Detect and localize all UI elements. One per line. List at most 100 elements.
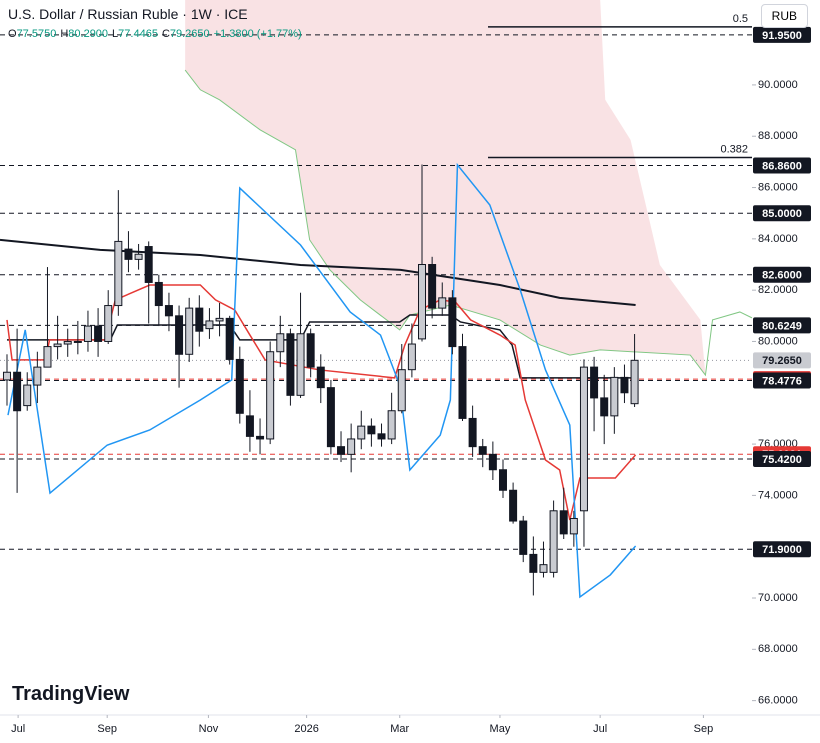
candle-body: [245, 415, 254, 437]
level-label-box: [753, 26, 811, 43]
candle-body: [83, 325, 92, 342]
candle-body: [458, 346, 467, 419]
candle-body: [418, 264, 427, 340]
level-label-box: [753, 450, 811, 467]
candle-body: [164, 305, 173, 317]
candle-body: [104, 305, 113, 342]
level-label-box: [753, 541, 811, 558]
candle-body: [600, 397, 609, 417]
candle-body: [397, 369, 406, 412]
level-label: 82.6000: [762, 270, 802, 282]
cloud: [185, 0, 706, 376]
x-tick-label: Mar: [390, 723, 409, 735]
candle-body: [367, 425, 376, 435]
x-tick-label: Sep: [694, 723, 714, 735]
symbol-title[interactable]: U.S. Dollar / Russian Ruble · 1W · ICE: [8, 6, 248, 22]
level-label-box: [753, 317, 811, 334]
y-tick-label: 70.0000: [758, 592, 798, 604]
candle-body: [569, 517, 578, 535]
candle-body: [13, 371, 22, 412]
x-tick-label: Jul: [593, 723, 607, 735]
brand-logo[interactable]: TradingView: [12, 683, 130, 705]
candle-body: [326, 387, 335, 448]
ohlc-key: O: [8, 28, 17, 40]
y-tick-label: 66.0000: [758, 695, 798, 707]
ohlc-value: 79.2650: [169, 28, 210, 40]
level-label-box: [753, 205, 811, 222]
candle-body: [94, 325, 103, 342]
level-label: 80.6249: [762, 320, 802, 332]
ohlc-key: H: [60, 28, 69, 40]
candle-body: [296, 333, 305, 396]
level-label: 75.4200: [762, 454, 802, 466]
candle-body: [316, 366, 325, 389]
candle-body: [175, 315, 184, 355]
candle-body: [306, 333, 315, 368]
header: U.S. Dollar / Russian Ruble · 1W · ICE O…: [8, 6, 306, 40]
candle-body: [43, 346, 52, 368]
candle-body: [529, 553, 538, 573]
y-tick-label: 74.0000: [758, 489, 798, 501]
candle-body: [33, 366, 42, 386]
fib-label: 0.5: [733, 13, 748, 25]
y-tick-label: 68.0000: [758, 643, 798, 655]
ohlc-value: 77.5750: [16, 28, 57, 40]
level-label: 85.0000: [762, 208, 802, 220]
level-label-box: [753, 352, 811, 369]
ohlc-key: L: [112, 28, 119, 40]
ohlc-key: C: [161, 28, 170, 40]
candle-body: [134, 253, 143, 260]
candle-body: [215, 317, 224, 322]
ohlc-value: 80.2900: [68, 28, 109, 40]
candle-body: [539, 564, 548, 573]
level-label: 71.9000: [762, 544, 802, 556]
change: +1.3800 (+1.77%): [213, 28, 302, 40]
indicator-line: [184, 69, 753, 377]
y-tick-label: 90.0000: [758, 79, 798, 91]
candle-body: [276, 333, 285, 353]
candle-body: [428, 264, 437, 309]
candle-body: [498, 469, 507, 491]
candle-body: [205, 320, 214, 330]
candle-body: [438, 297, 447, 309]
candle-body: [23, 384, 32, 407]
candle-body: [225, 317, 234, 360]
candle-body: [185, 307, 194, 355]
candle-body: [266, 351, 275, 440]
candle-body: [468, 417, 477, 448]
candle-body: [2, 371, 11, 381]
candle-body: [377, 433, 386, 440]
candle-body: [144, 246, 153, 283]
x-tick-label: May: [490, 723, 511, 735]
ohlc-value: 77.4465: [118, 28, 158, 40]
y-tick-label: 88.0000: [758, 130, 798, 142]
y-tick-label: 86.0000: [758, 181, 798, 193]
candle-body: [478, 446, 487, 455]
candle-body: [53, 343, 62, 348]
candle-body: [579, 366, 588, 512]
y-tick-label: 80.0000: [758, 335, 798, 347]
level-label: 79.2650: [762, 355, 802, 367]
candle-body: [73, 340, 82, 343]
currency-button[interactable]: RUB: [760, 4, 808, 28]
y-tick-label: 82.0000: [758, 284, 798, 296]
x-tick-label: Nov: [199, 723, 219, 735]
level-label: 78.4776: [762, 375, 802, 387]
candle-body: [337, 446, 346, 455]
candle-body: [286, 333, 295, 396]
fib-label: 0.382: [720, 143, 748, 155]
candle-body: [387, 410, 396, 440]
x-tick-label: Jul: [11, 723, 25, 735]
candle-body: [549, 510, 558, 573]
candle-body: [590, 366, 599, 399]
candle-body: [620, 376, 629, 394]
y-tick-label: 84.0000: [758, 233, 798, 245]
candle-body: [256, 435, 265, 440]
candle-body: [114, 240, 123, 307]
ohlc-readout: O77.5750 H80.2900 L77.4465 C79.2650 +1.3800 …: [8, 28, 306, 40]
candle-body: [448, 297, 457, 348]
x-tick-label: Sep: [97, 723, 117, 735]
candle-body: [630, 359, 639, 405]
